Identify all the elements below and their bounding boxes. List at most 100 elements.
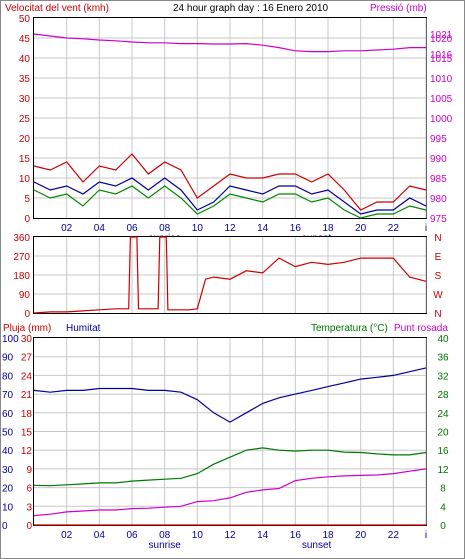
rain-tick-label: 18 [21,409,33,420]
temperature-tick-label: 0 [440,521,446,532]
pressure-tick-label: 1021 [430,30,453,41]
hour-label: 10 [192,223,204,234]
pressure-tick-label: 985 [430,174,447,185]
temperature-tick-label: 16 [437,446,449,457]
humidity-axis: 0 10 20 30 40 50 60 70 80 90 100 [2,334,19,532]
pressure-tick-label: 990 [430,154,447,165]
temp-humidity-grid [34,338,427,525]
graph-date-title: 24 hour graph day : 16 Enero 2010 [173,3,329,14]
humidity-tick-label: 90 [2,353,14,364]
wind-average-line [33,177,427,215]
temperature-tick-label: 20 [437,428,449,439]
rain-tick-label: 6 [26,484,32,495]
wind-speed-title: Velocitat del vent (kmh) [5,3,109,14]
pressure-tick-label: 1010 [430,74,453,85]
humidity-tick-label: 20 [2,484,14,495]
hour-label: 12 [224,530,236,541]
hour-label: 20 [355,223,367,234]
humidity-tick-label: 80 [2,371,14,382]
wind-tick-label: 40 [19,54,31,65]
hour-label: 16 [290,530,302,541]
hour-label: i [425,530,427,541]
rain-tick-label: 27 [21,353,33,364]
temp-humidity-series [33,367,427,526]
humidity-title: Humitat [66,323,101,334]
pressure-tick-label: 1015 [430,54,453,65]
dewpoint-line [33,468,427,517]
pressure-tick-label: 995 [430,134,447,145]
humidity-tick-label: 30 [2,465,14,476]
temperature-tick-label: 4 [440,502,446,513]
temperature-line [33,447,427,487]
hour-label: 14 [257,223,269,234]
wind-tick-label: 35 [19,74,31,85]
direction-tick-label: 90 [19,290,31,301]
hour-label: 06 [126,530,138,541]
temperature-tick-label: 12 [437,465,449,476]
pressure-tick-label: 975 [430,214,447,225]
pressure-tick-label: 1020 [430,34,453,45]
compass-label: E [435,252,442,263]
hour-label: 22 [388,530,400,541]
hour-label: 18 [322,223,334,234]
wind-tick-label: 10 [19,174,31,185]
humidity-tick-label: 0 [2,521,8,532]
sunset-label: sunset [302,540,332,551]
rain-tick-label: 24 [21,371,33,382]
wind-tick-label: 20 [19,134,31,145]
hour-label: 20 [355,530,367,541]
temperature-tick-label: 36 [437,353,449,364]
wind-tick-label: 45 [19,34,31,45]
pressure-tick-label: 1000 [430,114,453,125]
temperature-tick-label: 8 [440,484,446,495]
temperature-tick-label: 40 [437,334,449,345]
rain-tick-label: 15 [21,428,33,439]
wind-gust-line [33,153,427,211]
wind-pressure-grid [34,18,427,218]
compass-label: W [433,290,443,301]
temperature-tick-label: 32 [437,371,449,382]
compass-label: N [434,309,441,320]
pressure-tick-label: 1005 [430,94,453,105]
rain-tick-label: 12 [21,446,33,457]
pressure-tick-label: 1016 [430,50,453,61]
temperature-title: Temperatura (°C) [311,323,388,334]
direction-tick-label: 270 [13,252,30,263]
rain-tick-label: 0 [26,521,32,532]
compass-label: S [435,271,442,282]
hour-label: 10 [192,530,204,541]
hour-label: 12 [224,223,236,234]
hour-label: 08 [159,530,171,541]
wind-tick-label: 50 [19,14,31,25]
direction-axis: 0 90 180 270 360 [13,233,30,320]
humidity-line [33,367,427,423]
wind-speed-axis: 0 5 10 15 20 25 30 35 40 45 50 [19,14,31,225]
wind-tick-label: 25 [19,114,31,125]
humidity-tick-label: 60 [2,409,14,420]
hour-label: 14 [257,530,269,541]
direction-tick-label: 360 [13,233,30,244]
hour-label: 08 [159,223,171,234]
wind-direction-grid [34,237,427,313]
dewpoint-title: Punt rosada [394,323,448,334]
pressure-tick-label: 980 [430,194,447,205]
sunrise-label: sunrise [149,540,182,551]
pressure-line [33,33,426,53]
hour-label: i [425,223,427,234]
wind-tick-label: 0 [24,214,30,225]
compass-label: N [434,233,441,244]
rain-tick-label: 9 [26,465,32,476]
wind-green-line [33,185,427,219]
humidity-tick-label: 100 [2,334,19,345]
hour-label: 22 [388,223,400,234]
temperature-tick-label: 28 [437,390,449,401]
hour-label: 18 [322,530,334,541]
time-axis-bottom: 02 04 06 08 10 12 14 16 18 20 22 i sunrise sunset [61,530,427,551]
wind-direction-line [33,236,427,314]
wind-tick-label: 5 [24,194,30,205]
hour-label: 02 [61,530,73,541]
humidity-tick-label: 40 [2,446,14,457]
humidity-tick-label: 10 [2,502,14,513]
